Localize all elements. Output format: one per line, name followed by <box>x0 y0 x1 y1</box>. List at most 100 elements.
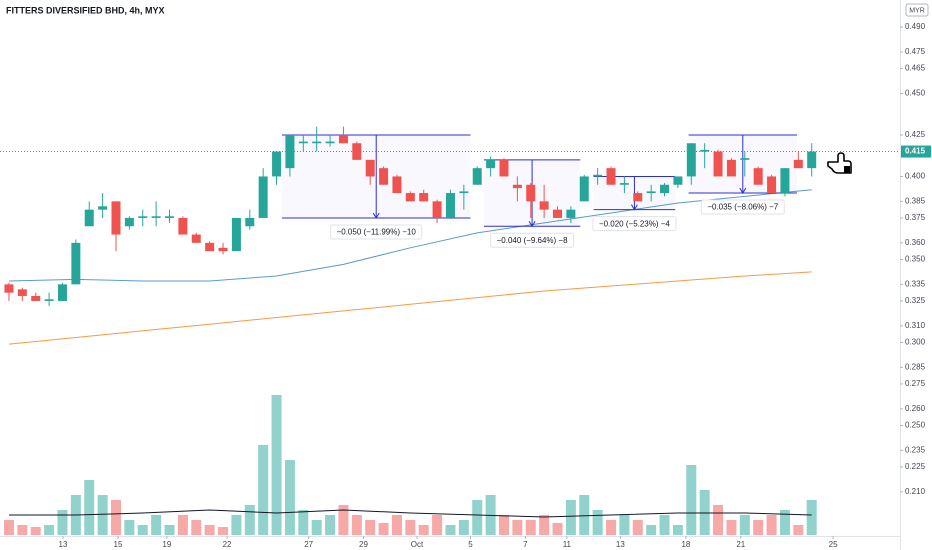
volume-bar <box>766 515 777 535</box>
x-tick-label: 5 <box>468 540 473 549</box>
volume-bar <box>806 500 817 535</box>
candle-body <box>767 176 777 194</box>
candle-body <box>459 191 469 194</box>
measure-label-box <box>700 199 785 215</box>
candle-body <box>432 201 442 218</box>
candle-body <box>111 201 121 235</box>
volume-bar <box>606 520 617 535</box>
x-tick-label: 11 <box>563 540 572 549</box>
candle-body <box>151 216 161 218</box>
y-tick-label: 0.325 <box>905 296 926 305</box>
x-tick-label: 7 <box>523 540 528 549</box>
volume-bar <box>753 520 764 535</box>
candle-body <box>298 141 308 144</box>
candle-body <box>44 299 54 301</box>
volume-bar <box>378 523 389 535</box>
volume-bar <box>191 520 202 535</box>
candle-body <box>4 284 14 293</box>
candle-body <box>566 209 576 218</box>
volume-bar <box>164 525 175 535</box>
x-tick-label: 25 <box>829 540 838 549</box>
volume-bar <box>351 515 362 535</box>
measure-label: −0.035 (−8.06%) −7 <box>707 203 778 212</box>
y-tick-label: 0.225 <box>905 462 926 471</box>
candle-body <box>606 168 616 185</box>
candle-body <box>379 168 389 185</box>
measure-label: −0.020 (−5.23%) −4 <box>599 219 670 228</box>
volume-bar <box>418 525 429 535</box>
y-tick-label: 0.275 <box>905 379 926 388</box>
y-tick-label: 0.400 <box>905 172 926 181</box>
candle-body <box>231 217 241 252</box>
candle-body <box>245 217 255 227</box>
x-tick-label: 13 <box>59 540 68 549</box>
candle-body <box>472 168 482 185</box>
volume-bar <box>672 525 683 535</box>
x-tick-label: 13 <box>616 540 625 549</box>
volume-bar <box>512 520 523 535</box>
volume-bar <box>565 500 576 535</box>
candle-body <box>552 209 562 218</box>
volume-bar <box>592 510 603 535</box>
candle-body <box>419 193 429 202</box>
candle-body <box>445 193 455 218</box>
candle-body <box>31 295 41 301</box>
y-tick-label: 0.285 <box>905 362 926 371</box>
candle-body <box>793 159 803 169</box>
measure-label: −0.040 (−9.64%) −8 <box>497 236 568 245</box>
candle-body <box>660 184 670 194</box>
volume-bar <box>84 480 95 535</box>
volume-bar <box>325 515 336 535</box>
measure-label-box <box>592 216 677 232</box>
volume-bar <box>793 525 804 535</box>
volume-bar <box>659 515 670 535</box>
y-tick-label: 0.260 <box>905 404 926 413</box>
chart-title: FITTERS DIVERSIFIED BHD, 4h, MYX <box>6 5 165 15</box>
measure-arrow-head <box>630 204 638 211</box>
measure-label-box <box>330 224 423 240</box>
candle-body <box>713 151 723 177</box>
volume-bar <box>258 445 269 535</box>
volume-bar <box>739 515 750 535</box>
candle-body <box>512 184 522 189</box>
volume-bar <box>579 495 590 535</box>
volume-bar <box>97 495 108 535</box>
candle-body <box>138 216 148 218</box>
volume-bar <box>646 525 657 535</box>
x-tick-label: 27 <box>304 540 313 549</box>
candle-body <box>619 183 629 185</box>
measure-label-box <box>490 232 575 248</box>
candle-body <box>700 149 710 152</box>
volume-bar <box>44 525 55 535</box>
y-tick-label: 0.425 <box>905 130 926 139</box>
volume-bar <box>311 520 322 535</box>
currency: MYR <box>909 7 925 14</box>
volume-bar <box>539 515 550 535</box>
volume-bar <box>432 515 443 535</box>
measure-arrow-head <box>372 212 380 219</box>
candle-body <box>258 176 268 218</box>
candle-body <box>686 143 696 177</box>
moving-average-line <box>8 189 812 282</box>
volume-bar <box>365 520 376 535</box>
currency-box[interactable] <box>905 3 929 17</box>
candle-body <box>646 191 656 194</box>
candle-body <box>633 193 643 202</box>
y-tick-label: 0.350 <box>905 255 926 264</box>
measure-arrow-head <box>528 220 536 228</box>
y-tick-label: 0.300 <box>905 338 926 347</box>
y-tick-label: 0.250 <box>905 421 926 430</box>
last-price-box <box>901 145 931 158</box>
volume-bar <box>57 510 68 535</box>
candle-body <box>726 159 736 177</box>
y-tick-label: 0.210 <box>905 487 926 496</box>
candle-body <box>593 174 603 177</box>
volume-bar <box>218 527 229 535</box>
volume-bar <box>726 520 737 535</box>
candle-body <box>392 176 402 194</box>
volume-bar <box>271 395 282 535</box>
volume-bar <box>686 465 697 535</box>
volume-bar <box>458 520 469 535</box>
candle-body <box>84 209 94 227</box>
